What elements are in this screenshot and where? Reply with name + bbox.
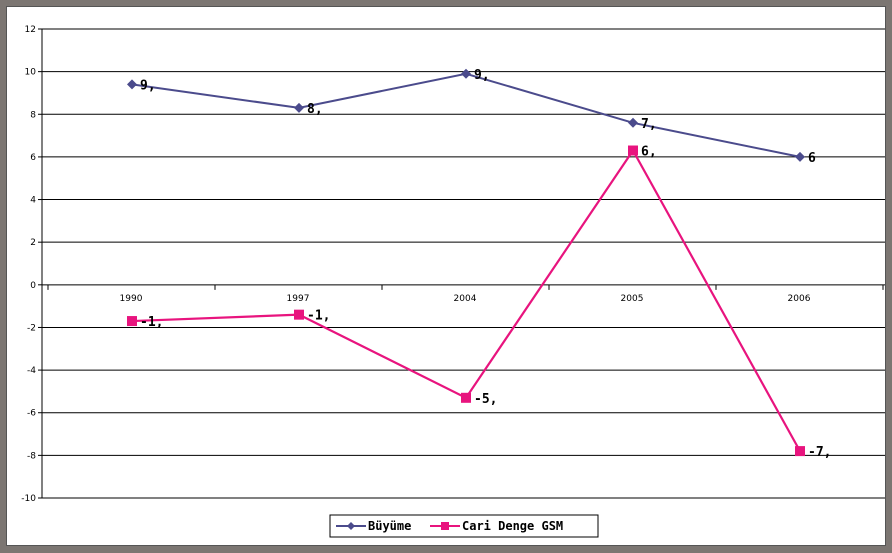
legend-entry: Cari Denge GSM <box>462 519 563 533</box>
y-tick-label: 6 <box>30 153 36 163</box>
legend-box <box>329 514 599 538</box>
data-point <box>127 316 137 327</box>
legend-marker <box>441 522 449 530</box>
y-tick-label: 8 <box>30 110 36 120</box>
data-point <box>628 145 638 156</box>
data-label: -1, <box>307 309 330 324</box>
legend-entry: Büyüme <box>368 519 411 533</box>
series-line-1 <box>131 72 801 158</box>
data-point <box>461 68 471 79</box>
line-chart: -10 -8 -6 -4 -2 0 2 4 6 8 10 12 1990 1997 2004 2005 2006… <box>21 25 885 538</box>
data-point <box>294 309 304 320</box>
data-label: -7, <box>808 445 831 460</box>
y-tick-label: 4 <box>30 196 36 206</box>
data-point <box>461 392 471 403</box>
chart-area: -10 -8 -6 -4 -2 0 2 4 6 8 10 12 1990 1997 2004 2005 2006… <box>6 6 886 546</box>
y-tick-label: -10 <box>21 494 36 504</box>
y-tick-label: 0 <box>30 281 36 291</box>
y-tick-label: -2 <box>27 323 36 333</box>
data-label: 9, <box>140 78 156 93</box>
data-label: 6 <box>808 151 816 166</box>
data-label: 8, <box>307 102 323 117</box>
data-point <box>628 117 638 128</box>
y-tick-label: 12 <box>25 25 36 35</box>
y-tick-label: -6 <box>27 409 36 419</box>
x-tick-label: 2004 <box>454 294 477 304</box>
x-tick-label: 1990 <box>120 294 143 304</box>
y-tick-label: -8 <box>27 451 36 461</box>
data-point <box>795 446 805 457</box>
data-label: -1, <box>140 315 163 330</box>
x-tick-label: 2005 <box>621 294 644 304</box>
legend-marker <box>347 522 355 530</box>
data-label: -5, <box>474 392 497 407</box>
y-tick-label: -4 <box>27 366 36 376</box>
data-label: 9, <box>474 68 490 83</box>
x-tick-label: 2006 <box>788 294 811 304</box>
data-point <box>795 151 805 162</box>
data-label: 7, <box>641 117 657 132</box>
data-point <box>127 79 137 90</box>
y-tick-label: 2 <box>30 238 36 248</box>
x-tick-label: 1997 <box>287 294 310 304</box>
data-point <box>294 102 304 113</box>
data-label: 6, <box>641 145 657 160</box>
y-tick-label: 10 <box>25 68 37 78</box>
